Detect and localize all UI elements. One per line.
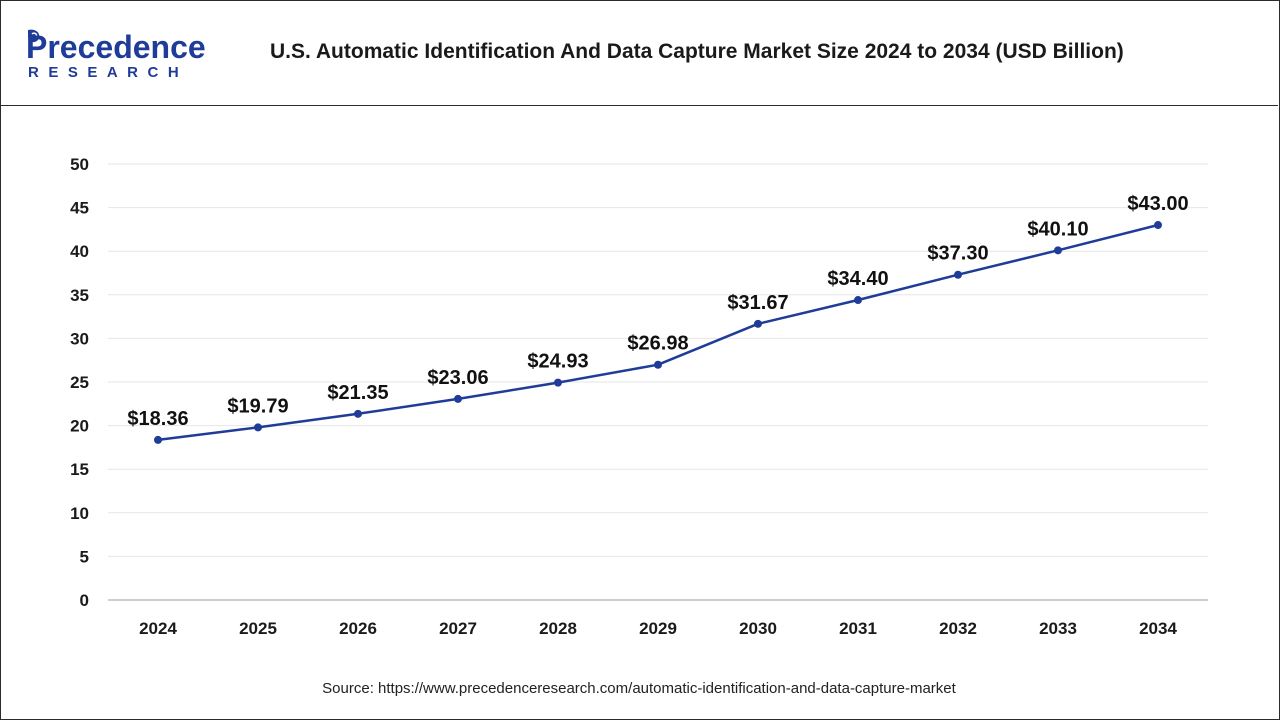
data-label: $23.06 <box>427 367 488 389</box>
y-tick-label: 30 <box>70 329 89 348</box>
x-tick-label: 2032 <box>939 619 977 638</box>
data-label: $19.79 <box>227 395 288 417</box>
y-tick-label: 50 <box>70 155 89 174</box>
data-label: $18.36 <box>127 408 188 430</box>
data-point <box>854 296 862 305</box>
data-label: $26.98 <box>627 333 688 355</box>
precedence-research-logo: Precedence RESEARCH <box>26 29 206 81</box>
y-tick-label: 45 <box>70 199 89 218</box>
series <box>154 221 1162 444</box>
x-tick-label: 2031 <box>839 619 877 638</box>
x-tick-label: 2026 <box>339 619 377 638</box>
data-label: $24.93 <box>527 351 588 373</box>
x-tick-label: 2024 <box>139 619 177 638</box>
header: Precedence RESEARCH U.S. Automatic Ident… <box>0 0 1278 106</box>
source-note: Source: https://www.precedenceresearch.c… <box>322 680 956 697</box>
y-tick-label: 0 <box>80 591 89 610</box>
logo-wordmark: Precedence <box>26 29 206 65</box>
data-point <box>254 423 262 432</box>
data-point <box>954 270 962 279</box>
y-tick-label: 5 <box>80 547 89 566</box>
x-axis-ticks: 2024 2025 2026 2027 2028 2029 2030 2031 2032 2033… <box>139 619 1177 638</box>
data-point <box>454 394 462 403</box>
data-point <box>154 435 162 444</box>
logo-leaf-icon <box>28 29 40 43</box>
x-tick-label: 2027 <box>439 619 477 638</box>
data-point <box>1154 221 1162 230</box>
data-point <box>654 360 662 369</box>
data-label: $31.67 <box>727 292 788 314</box>
gridlines <box>108 163 1208 557</box>
data-point <box>1054 246 1062 255</box>
x-tick-label: 2028 <box>539 619 577 638</box>
y-tick-label: 20 <box>70 417 89 436</box>
data-point <box>354 409 362 418</box>
y-tick-label: 15 <box>70 460 89 479</box>
data-label: $37.30 <box>927 243 988 265</box>
chart-title: U.S. Automatic Identification And Data C… <box>270 40 1124 63</box>
y-tick-label: 25 <box>70 373 89 392</box>
y-tick-label: 35 <box>70 286 89 305</box>
data-label: $34.40 <box>827 268 888 290</box>
data-label: $43.00 <box>1127 193 1188 215</box>
x-tick-label: 2025 <box>239 619 277 638</box>
x-tick-label: 2029 <box>639 619 677 638</box>
y-tick-label: 40 <box>70 242 89 261</box>
x-tick-label: 2034 <box>1139 619 1177 638</box>
y-axis-ticks: 0 5 10 15 20 25 30 35 40 45 50 <box>70 155 89 610</box>
logo-subtitle: RESEARCH <box>28 64 188 81</box>
data-label: $21.35 <box>327 382 388 404</box>
data-point <box>754 319 762 328</box>
y-tick-label: 10 <box>70 504 89 523</box>
x-tick-label: 2033 <box>1039 619 1077 638</box>
data-labels: $18.36 $19.79 $21.35 $23.06 $24.93 $26.98 $31.… <box>127 193 1188 430</box>
data-label: $40.10 <box>1027 218 1088 240</box>
data-point <box>554 378 562 387</box>
x-tick-label: 2030 <box>739 619 777 638</box>
